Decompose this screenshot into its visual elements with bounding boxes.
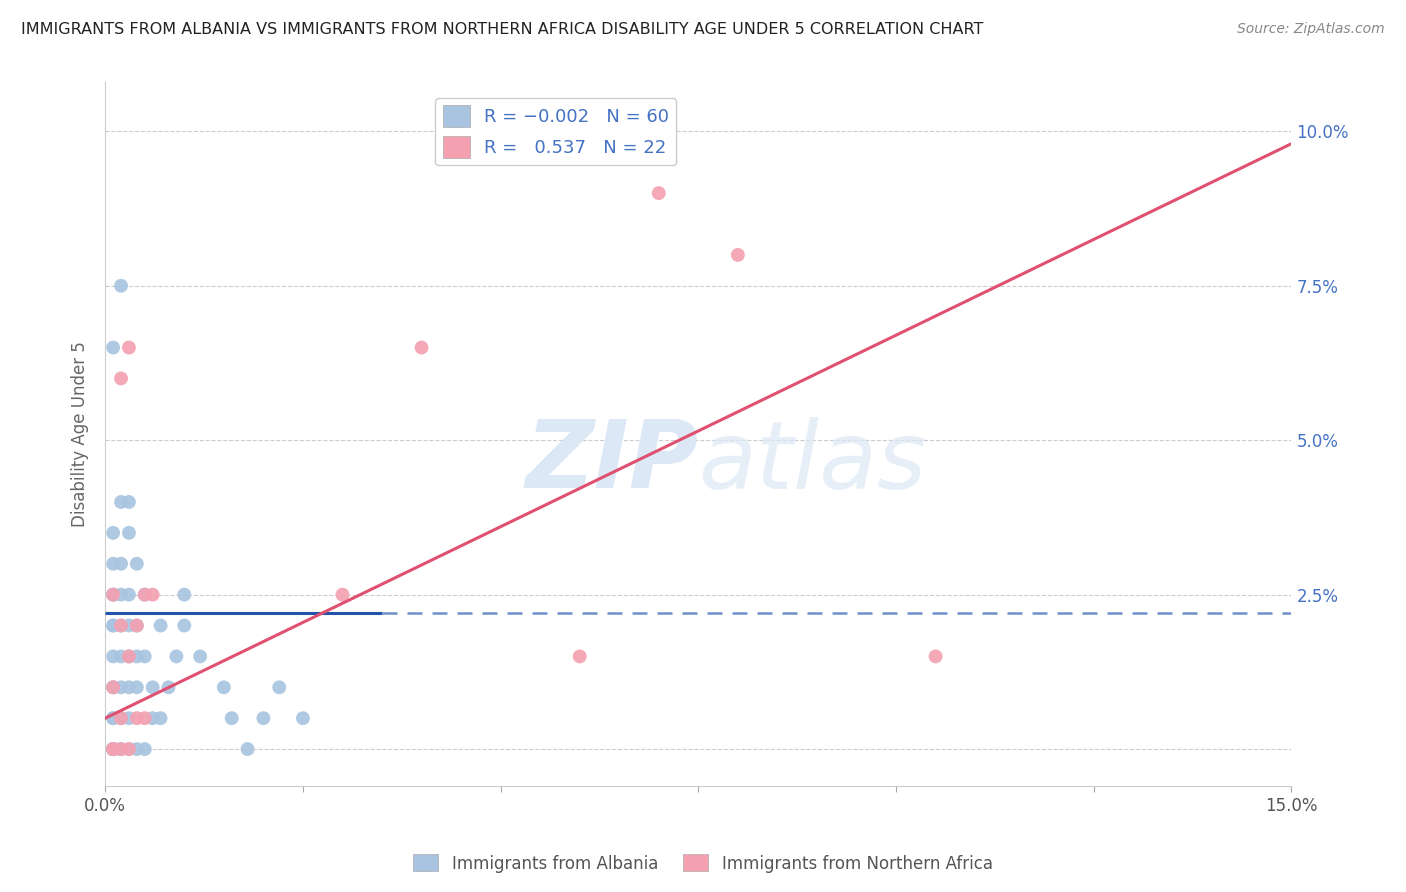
Point <box>252 711 274 725</box>
Point <box>101 742 124 756</box>
Point <box>332 588 354 602</box>
Point <box>118 649 141 664</box>
Point <box>142 711 165 725</box>
Point <box>101 557 124 571</box>
Point <box>118 525 141 540</box>
Text: Source: ZipAtlas.com: Source: ZipAtlas.com <box>1237 22 1385 37</box>
Point <box>118 742 141 756</box>
Point <box>727 248 749 262</box>
Point <box>101 649 124 664</box>
Point <box>110 618 132 632</box>
Point <box>118 588 141 602</box>
Point <box>134 588 156 602</box>
Point <box>101 742 124 756</box>
Point <box>125 618 148 632</box>
Point <box>142 681 165 695</box>
Point <box>648 186 671 200</box>
Point <box>101 588 124 602</box>
Point <box>101 742 124 756</box>
Point <box>101 525 124 540</box>
Point <box>101 742 124 756</box>
Point <box>101 588 124 602</box>
Point <box>118 341 141 355</box>
Point <box>101 681 124 695</box>
Point <box>125 681 148 695</box>
Point <box>924 649 946 664</box>
Point <box>101 711 124 725</box>
Point <box>110 649 132 664</box>
Text: atlas: atlas <box>699 417 927 508</box>
Y-axis label: Disability Age Under 5: Disability Age Under 5 <box>72 341 89 527</box>
Point <box>118 742 141 756</box>
Point <box>118 649 141 664</box>
Point <box>110 711 132 725</box>
Point <box>134 588 156 602</box>
Point <box>411 341 433 355</box>
Point <box>269 681 291 695</box>
Point <box>101 742 124 756</box>
Point <box>188 649 211 664</box>
Point <box>212 681 235 695</box>
Point <box>118 681 141 695</box>
Legend: R = −0.002   N = 60, R =   0.537   N = 22: R = −0.002 N = 60, R = 0.537 N = 22 <box>436 98 676 166</box>
Point <box>142 588 165 602</box>
Point <box>101 681 124 695</box>
Point <box>173 588 195 602</box>
Point <box>221 711 243 725</box>
Point <box>101 341 124 355</box>
Point <box>101 618 124 632</box>
Point <box>125 649 148 664</box>
Point <box>125 618 148 632</box>
Point <box>125 557 148 571</box>
Legend: Immigrants from Albania, Immigrants from Northern Africa: Immigrants from Albania, Immigrants from… <box>406 847 1000 880</box>
Point <box>110 278 132 293</box>
Point <box>101 681 124 695</box>
Point <box>101 742 124 756</box>
Point <box>568 649 591 664</box>
Point <box>125 742 148 756</box>
Point <box>110 618 132 632</box>
Point <box>110 371 132 385</box>
Point <box>101 711 124 725</box>
Point <box>134 649 156 664</box>
Point <box>101 742 124 756</box>
Point <box>110 588 132 602</box>
Point <box>110 742 132 756</box>
Text: IMMIGRANTS FROM ALBANIA VS IMMIGRANTS FROM NORTHERN AFRICA DISABILITY AGE UNDER : IMMIGRANTS FROM ALBANIA VS IMMIGRANTS FR… <box>21 22 983 37</box>
Point <box>101 742 124 756</box>
Point <box>101 742 124 756</box>
Text: ZIP: ZIP <box>526 417 699 508</box>
Point <box>149 711 172 725</box>
Point <box>110 681 132 695</box>
Point <box>134 742 156 756</box>
Point <box>110 557 132 571</box>
Point <box>101 742 124 756</box>
Point <box>165 649 187 664</box>
Point <box>157 681 180 695</box>
Point <box>101 588 124 602</box>
Point <box>173 618 195 632</box>
Point <box>110 742 132 756</box>
Point <box>110 742 132 756</box>
Point <box>291 711 314 725</box>
Point <box>125 711 148 725</box>
Point <box>118 495 141 509</box>
Point <box>110 495 132 509</box>
Point <box>101 618 124 632</box>
Point <box>118 618 141 632</box>
Point <box>149 618 172 632</box>
Point <box>236 742 259 756</box>
Point <box>110 711 132 725</box>
Point <box>118 711 141 725</box>
Point <box>134 711 156 725</box>
